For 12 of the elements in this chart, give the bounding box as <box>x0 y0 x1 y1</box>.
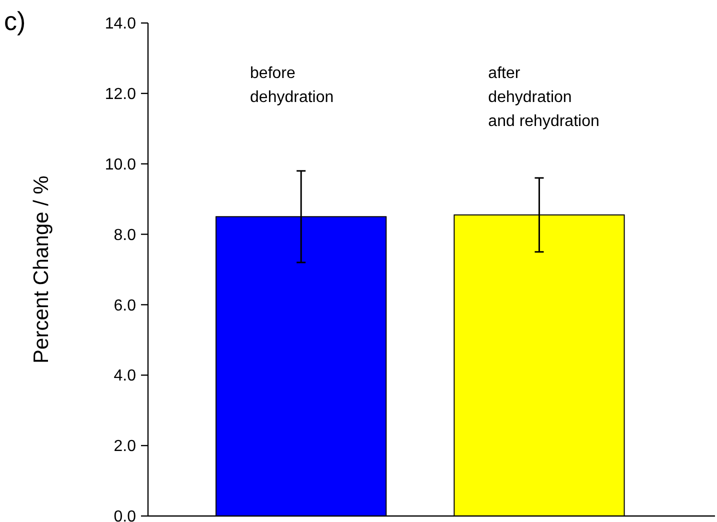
text: c) <box>4 6 26 36</box>
y-tick-label: 4.0 <box>114 368 136 385</box>
x-tick-label: after dehydration and rehydration <box>488 65 600 130</box>
x-tick-label: before dehydration <box>250 65 334 106</box>
y-axis-title: Percent Change / % <box>30 176 53 364</box>
y-tick-label: 6.0 <box>114 297 136 314</box>
y-tick-label: 2.0 <box>114 438 136 456</box>
y-tick-label: 8.0 <box>114 226 136 244</box>
y-tick-label: 0.0 <box>114 508 136 522</box>
y-tick-label: 14.0 <box>104 16 136 33</box>
y-tick-label: 10.0 <box>104 156 136 174</box>
y-tick-label: 12.0 <box>104 86 136 104</box>
